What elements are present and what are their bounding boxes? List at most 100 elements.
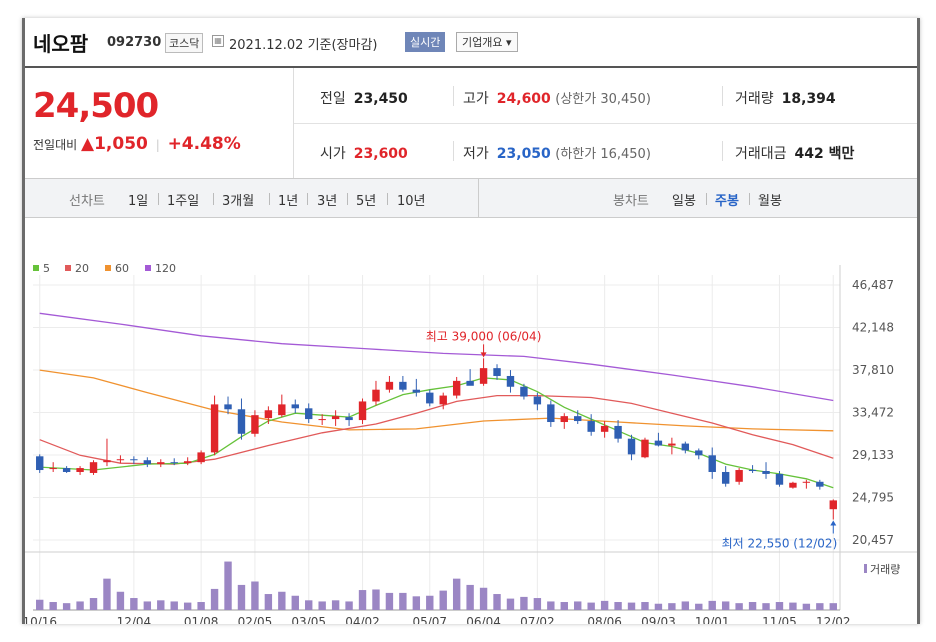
candle-monthly[interactable]: 월봉 <box>758 194 782 209</box>
volume-bar <box>385 592 394 610</box>
candle-body <box>116 459 125 461</box>
volume-bar <box>775 602 784 610</box>
volume-bar <box>762 603 770 610</box>
period-divider <box>347 193 348 205</box>
x-tick-label: 09/03 <box>641 615 676 624</box>
candle-body <box>426 392 434 404</box>
candle-body <box>560 416 568 423</box>
volume-bar <box>789 602 797 610</box>
stats-separator <box>453 86 454 106</box>
y-tick-label: 46,487 <box>852 278 894 292</box>
legend-swatch <box>105 265 111 271</box>
volume-value: 18,394 <box>781 91 836 107</box>
y-tick-label: 24,795 <box>852 491 894 505</box>
period-toolbar: 선차트 1일 1주일 3개월 1년 3년 5년 10년 봉차트 일봉 주봉 월봉 <box>25 178 917 218</box>
day-high: 고가 24,600 (상한가 30,450) <box>463 88 651 108</box>
volume-bar <box>587 602 595 610</box>
volume-bar <box>735 603 743 610</box>
period-10y[interactable]: 10년 <box>397 194 426 209</box>
legend-label: 120 <box>155 262 176 275</box>
candle-body <box>305 408 313 420</box>
volume-bar <box>748 602 757 610</box>
candle-body <box>130 459 138 461</box>
stats-separator <box>453 141 454 161</box>
volume-bar <box>157 600 165 610</box>
candle-daily[interactable]: 일봉 <box>672 194 696 209</box>
volume-bar <box>197 602 205 610</box>
candle-body <box>210 404 219 453</box>
candle-body <box>493 368 501 376</box>
open-price: 시가 23,600 <box>320 143 408 163</box>
candle-body <box>641 439 649 458</box>
high-value: 24,600 <box>496 91 551 107</box>
period-3y[interactable]: 3년 <box>317 194 338 209</box>
legend-label: 60 <box>115 262 129 275</box>
period-1w[interactable]: 1주일 <box>167 194 200 209</box>
volume-label: 거래량 <box>735 91 774 107</box>
volume-bar <box>574 601 582 610</box>
prev-close-value: 23,450 <box>353 91 408 107</box>
volume-stat: 거래량 18,394 <box>735 88 836 108</box>
high-label: 고가 <box>463 91 489 107</box>
low-arrow-head <box>830 520 837 526</box>
volume-bar <box>439 590 447 610</box>
change-percent: +4.48% <box>167 134 241 154</box>
candle-body <box>574 416 582 422</box>
ma-120-line <box>39 312 834 402</box>
amount-label: 거래대금 <box>735 146 787 162</box>
volume-bar <box>600 600 609 610</box>
x-tick-label: 11/05 <box>762 615 797 624</box>
volume-legend-label: 거래량 <box>870 563 900 576</box>
high-annotation: 최고 39,000 (06/04) <box>426 329 542 343</box>
volume-bar <box>170 601 178 610</box>
period-1y[interactable]: 1년 <box>278 194 299 209</box>
volume-bar <box>641 602 649 610</box>
realtime-button[interactable]: 실시간 <box>405 32 446 52</box>
y-tick-label: 29,133 <box>852 448 894 462</box>
candle-body <box>345 417 353 421</box>
candle-body <box>49 468 57 470</box>
candle-body <box>681 443 690 451</box>
volume-bar <box>412 596 421 610</box>
period-5y[interactable]: 5년 <box>356 194 377 209</box>
volume-bar <box>210 588 219 610</box>
volume-bar <box>506 598 515 610</box>
candle-weekly[interactable]: 주봉 <box>715 194 739 209</box>
volume-bar <box>452 578 461 610</box>
candle-body <box>62 468 71 472</box>
stock-code: 092730 <box>107 35 162 50</box>
legend-swatch <box>33 265 39 271</box>
volume-bar <box>305 600 313 610</box>
candle-body <box>439 395 447 405</box>
company-overview-dropdown[interactable]: 기업개요 ▾ <box>456 32 518 52</box>
legend-swatch <box>145 265 151 271</box>
prev-close: 전일 23,450 <box>320 88 408 108</box>
volume-bar <box>251 581 259 610</box>
stock-name: 네오팜 <box>33 32 89 56</box>
candle-body <box>479 368 488 384</box>
volume-legend-swatch <box>864 564 867 573</box>
price-chart-area: 46,487 42,148 37,810 33,472 29,133 24,795 20,4… <box>22 218 917 629</box>
volume-bar <box>681 601 690 610</box>
price-summary: 24,500 전일대비 ▲1,050 | +4.48% <box>25 68 294 178</box>
x-tick-label: 04/02 <box>345 615 380 624</box>
volume-bar <box>224 561 232 610</box>
volume-bar <box>520 596 528 610</box>
candle-body <box>103 460 111 463</box>
period-3m[interactable]: 3개월 <box>222 194 255 209</box>
candle-body <box>614 425 622 439</box>
volume-bar <box>331 600 340 610</box>
day-low: 저가 23,050 (하한가 16,450) <box>463 143 651 163</box>
x-tick-label: 02/05 <box>238 615 273 624</box>
candle-body <box>452 380 461 396</box>
price-change: 전일대비 ▲1,050 | +4.48% <box>33 134 241 154</box>
period-1d[interactable]: 1일 <box>128 194 149 209</box>
toolbar-divider <box>478 179 479 217</box>
y-tick-label: 20,457 <box>852 533 894 547</box>
stats-row-divider <box>294 123 917 124</box>
volume-bar <box>62 603 71 610</box>
y-tick-label: 33,472 <box>852 406 894 420</box>
trading-amount: 거래대금 442 백만 <box>735 143 854 163</box>
volume-bar <box>721 601 730 610</box>
candle-body <box>466 380 474 386</box>
